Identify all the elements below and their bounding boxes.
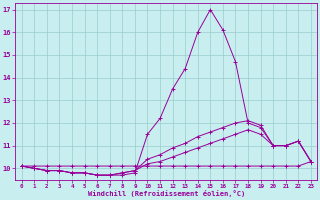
X-axis label: Windchill (Refroidissement éolien,°C): Windchill (Refroidissement éolien,°C)	[88, 190, 245, 197]
